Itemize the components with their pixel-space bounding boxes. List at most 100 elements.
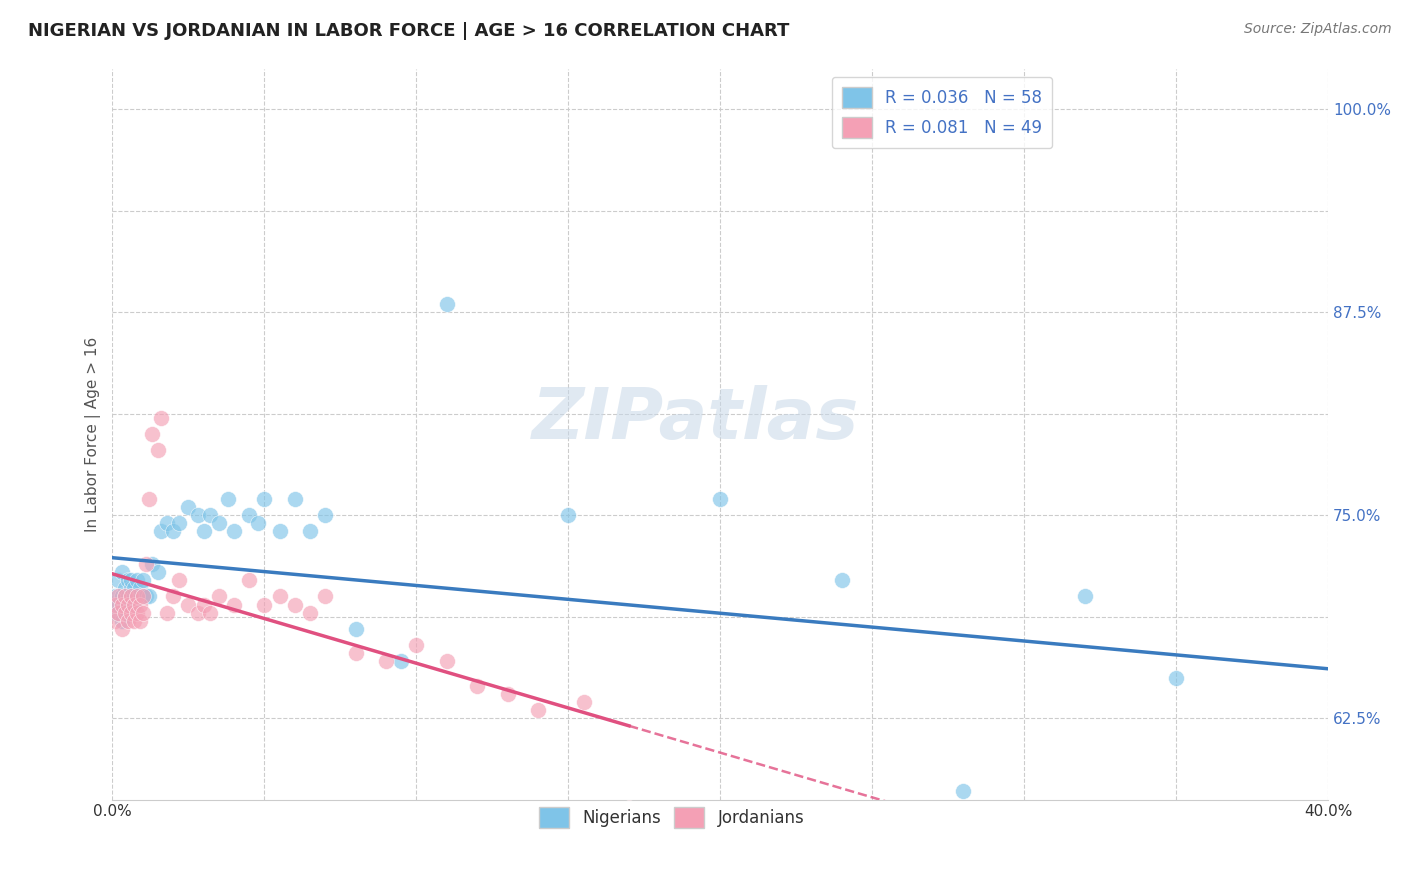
Point [135, 590, 157, 604]
Point [120, 590, 142, 604]
Point [298, 606, 321, 620]
Point [253, 598, 276, 612]
Point [117, 598, 139, 612]
Point [217, 491, 239, 506]
Point [709, 491, 731, 506]
Point [284, 491, 307, 506]
Point [132, 590, 155, 604]
Point [122, 598, 145, 612]
Point [617, 800, 640, 814]
Point [141, 427, 163, 442]
Point [104, 606, 127, 620]
Point [375, 655, 398, 669]
Point [150, 410, 173, 425]
Point [557, 508, 579, 523]
Point [436, 297, 458, 311]
Legend: Nigerians, Jordanians: Nigerians, Jordanians [533, 800, 811, 835]
Point [169, 516, 191, 531]
Point [128, 598, 150, 612]
Point [222, 524, 245, 539]
Point [141, 557, 163, 571]
Point [132, 606, 155, 620]
Point [120, 606, 142, 620]
Point [107, 590, 129, 604]
Point [107, 573, 129, 587]
Point [138, 491, 160, 506]
Point [125, 606, 148, 620]
Point [114, 598, 136, 612]
Point [110, 565, 132, 579]
Point [162, 524, 184, 539]
Point [198, 606, 221, 620]
Point [162, 590, 184, 604]
Point [156, 606, 179, 620]
Point [128, 582, 150, 596]
Point [146, 443, 169, 458]
Point [128, 614, 150, 628]
Point [122, 582, 145, 596]
Point [117, 598, 139, 612]
Point [247, 516, 270, 531]
Point [110, 614, 132, 628]
Point [114, 582, 136, 596]
Point [1074, 590, 1097, 604]
Y-axis label: In Labor Force | Age > 16: In Labor Force | Age > 16 [86, 336, 101, 532]
Point [238, 573, 260, 587]
Point [117, 590, 139, 604]
Point [193, 524, 215, 539]
Point [114, 590, 136, 604]
Point [104, 614, 127, 628]
Point [527, 703, 550, 717]
Point [117, 614, 139, 628]
Point [150, 524, 173, 539]
Point [314, 590, 336, 604]
Point [120, 590, 142, 604]
Point [132, 590, 155, 604]
Point [122, 614, 145, 628]
Point [104, 598, 127, 612]
Point [1256, 817, 1278, 831]
Point [284, 598, 307, 612]
Point [156, 516, 179, 531]
Point [298, 524, 321, 539]
Point [831, 573, 853, 587]
Point [114, 590, 136, 604]
Point [193, 598, 215, 612]
Point [146, 565, 169, 579]
Point [120, 582, 142, 596]
Point [389, 655, 412, 669]
Point [222, 598, 245, 612]
Point [107, 606, 129, 620]
Point [198, 508, 221, 523]
Point [132, 573, 155, 587]
Point [125, 590, 148, 604]
Point [138, 590, 160, 604]
Point [177, 500, 200, 515]
Point [1166, 671, 1188, 685]
Point [169, 573, 191, 587]
Point [465, 679, 488, 693]
Text: ZIPatlas: ZIPatlas [533, 385, 859, 454]
Point [208, 590, 231, 604]
Point [110, 622, 132, 636]
Point [110, 598, 132, 612]
Point [120, 573, 142, 587]
Point [125, 590, 148, 604]
Point [208, 516, 231, 531]
Point [125, 573, 148, 587]
Point [253, 491, 276, 506]
Point [107, 598, 129, 612]
Point [314, 508, 336, 523]
Text: NIGERIAN VS JORDANIAN IN LABOR FORCE | AGE > 16 CORRELATION CHART: NIGERIAN VS JORDANIAN IN LABOR FORCE | A… [28, 22, 790, 40]
Point [238, 508, 260, 523]
Point [496, 687, 519, 701]
Point [110, 590, 132, 604]
Point [177, 598, 200, 612]
Text: Source: ZipAtlas.com: Source: ZipAtlas.com [1244, 22, 1392, 37]
Point [122, 598, 145, 612]
Point [952, 784, 974, 798]
Point [344, 622, 367, 636]
Point [572, 695, 595, 709]
Point [186, 508, 208, 523]
Point [135, 557, 157, 571]
